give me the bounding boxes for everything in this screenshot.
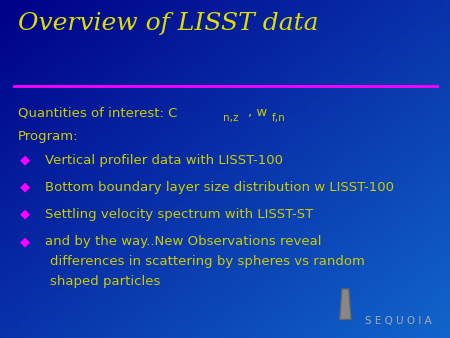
Text: f,n: f,n: [272, 113, 286, 123]
Text: , w: , w: [248, 106, 267, 119]
Polygon shape: [340, 289, 351, 319]
Text: Quantities of interest: C: Quantities of interest: C: [18, 106, 177, 119]
Text: Bottom boundary layer size distribution w LISST-100: Bottom boundary layer size distribution …: [45, 181, 394, 194]
Text: S E Q U O I A: S E Q U O I A: [365, 316, 432, 326]
Text: ◆: ◆: [20, 154, 30, 167]
Text: Overview of LISST data: Overview of LISST data: [18, 12, 319, 35]
Text: Settling velocity spectrum with LISST-ST: Settling velocity spectrum with LISST-ST: [45, 208, 313, 221]
Text: shaped particles: shaped particles: [50, 275, 160, 288]
Text: Program:: Program:: [18, 130, 78, 143]
Text: ◆: ◆: [20, 181, 30, 194]
Text: Vertical profiler data with LISST-100: Vertical profiler data with LISST-100: [45, 154, 283, 167]
Text: n,z: n,z: [223, 113, 238, 123]
Text: differences in scattering by spheres vs random: differences in scattering by spheres vs …: [50, 255, 365, 268]
Text: ◆: ◆: [20, 235, 30, 248]
Text: and by the way..New Observations reveal: and by the way..New Observations reveal: [45, 235, 321, 248]
Text: ◆: ◆: [20, 208, 30, 221]
